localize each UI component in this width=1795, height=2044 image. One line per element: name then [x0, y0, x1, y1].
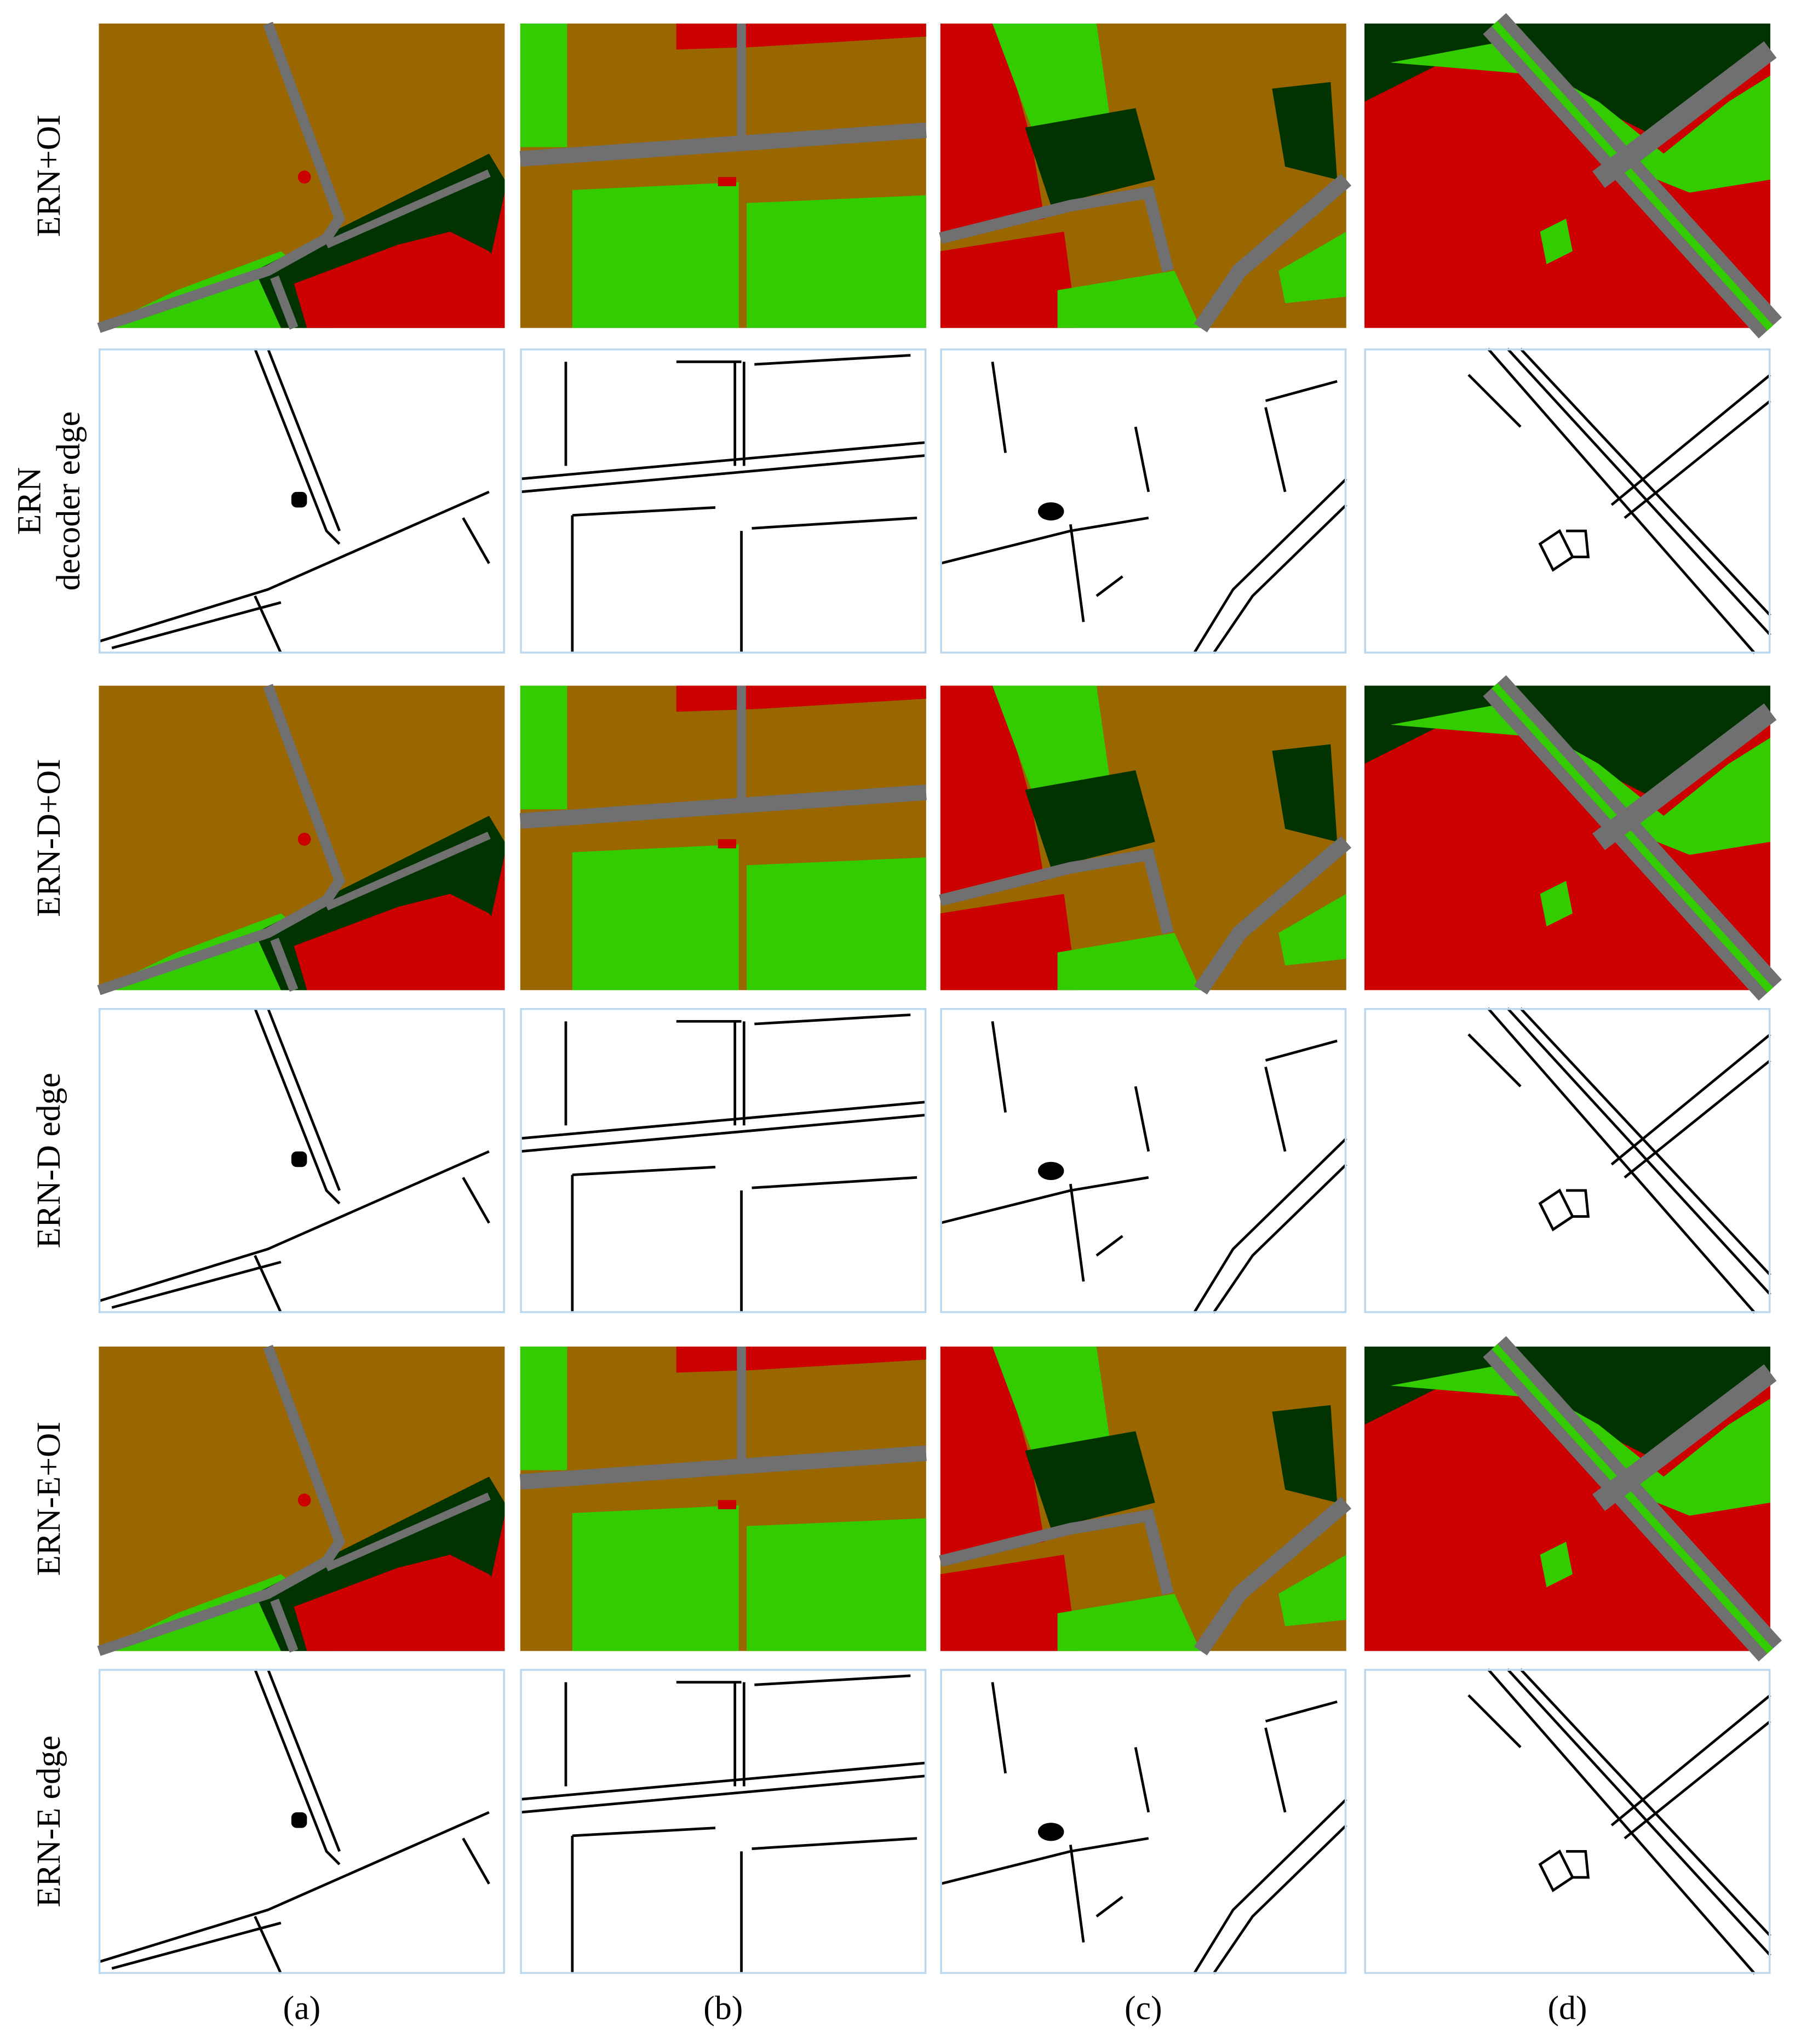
panel-border — [520, 348, 927, 654]
segmentation-map — [940, 24, 1346, 328]
column-label: (a) — [283, 1990, 321, 2027]
edge-map — [940, 1669, 1347, 1974]
panel-image — [1364, 24, 1770, 328]
panel-image — [940, 686, 1346, 990]
segmentation-map — [520, 686, 926, 990]
panel-image — [1469, 349, 1770, 654]
edge-map — [940, 348, 1347, 654]
panel-image — [99, 1347, 504, 1651]
edge-map — [520, 1007, 927, 1313]
panel-image — [940, 1347, 1346, 1651]
edge-map — [98, 1669, 505, 1974]
edge-map — [520, 1669, 927, 1974]
segmentation-map — [940, 1347, 1346, 1651]
panel-border — [98, 1669, 505, 1974]
segmentation-map — [1364, 24, 1770, 328]
row-label: ERN — [11, 467, 48, 535]
segmentation-map — [99, 686, 504, 990]
panel-image — [520, 686, 926, 990]
panel-border — [98, 348, 505, 654]
panel-image — [99, 1669, 489, 1974]
segmentation-map — [940, 686, 1346, 990]
segmentation-map — [520, 1347, 926, 1651]
edge-map — [520, 348, 927, 654]
panel-image — [1469, 1009, 1770, 1313]
panel-border — [940, 348, 1347, 654]
column-label: (d) — [1547, 1990, 1587, 2027]
row-label: decoder edge — [50, 411, 87, 591]
edge-map — [98, 1007, 505, 1313]
edge-map — [940, 1007, 1347, 1313]
panel-border — [98, 1007, 505, 1313]
column-label: (b) — [703, 1990, 743, 2027]
edge-map — [1364, 1669, 1771, 1974]
panel-image — [520, 1015, 926, 1313]
row-label: ERN-D+OI — [30, 759, 67, 917]
row-label: ERN-E edge — [30, 1736, 67, 1908]
panel-image — [520, 355, 926, 653]
segmentation-map — [1364, 1347, 1770, 1651]
panel-border — [1364, 1669, 1771, 1974]
panel-image — [940, 362, 1346, 653]
panel-border — [1364, 1007, 1771, 1313]
panel-image — [520, 1676, 926, 1974]
panel-border — [1364, 348, 1771, 654]
segmentation-map — [520, 24, 926, 328]
labels: ERN+OI ERN decoder edge ERN-D+OI ERN-D edge E… — [11, 114, 1587, 2027]
panel-image — [99, 349, 489, 654]
row-label: ERN-E+OI — [30, 1422, 67, 1576]
panel-image — [99, 1009, 489, 1313]
column-label: (c) — [1125, 1990, 1162, 2027]
panel-image — [1364, 1347, 1770, 1651]
segmentation-map — [99, 1347, 504, 1651]
panel-image — [940, 1021, 1346, 1313]
panel-image — [1469, 1669, 1770, 1974]
edge-map — [1364, 1007, 1771, 1313]
panel-image — [520, 1347, 926, 1651]
segmentation-map — [99, 24, 504, 328]
panel-image — [1364, 686, 1770, 990]
panel-image — [99, 686, 504, 990]
segmentation-map — [1364, 686, 1770, 990]
panel-image — [940, 24, 1346, 328]
edge-map — [1364, 348, 1771, 654]
panel-border — [940, 1007, 1347, 1313]
panel-border — [940, 1669, 1347, 1974]
row-label: ERN+OI — [30, 114, 67, 237]
panel-image — [99, 24, 504, 328]
edge-map — [98, 348, 505, 654]
panel-image — [940, 1682, 1346, 1974]
panel-image — [520, 24, 926, 328]
row-label: ERN-D edge — [30, 1073, 67, 1249]
panel-border — [520, 1669, 927, 1974]
panels — [99, 24, 1770, 1974]
panel-border — [520, 1007, 927, 1313]
